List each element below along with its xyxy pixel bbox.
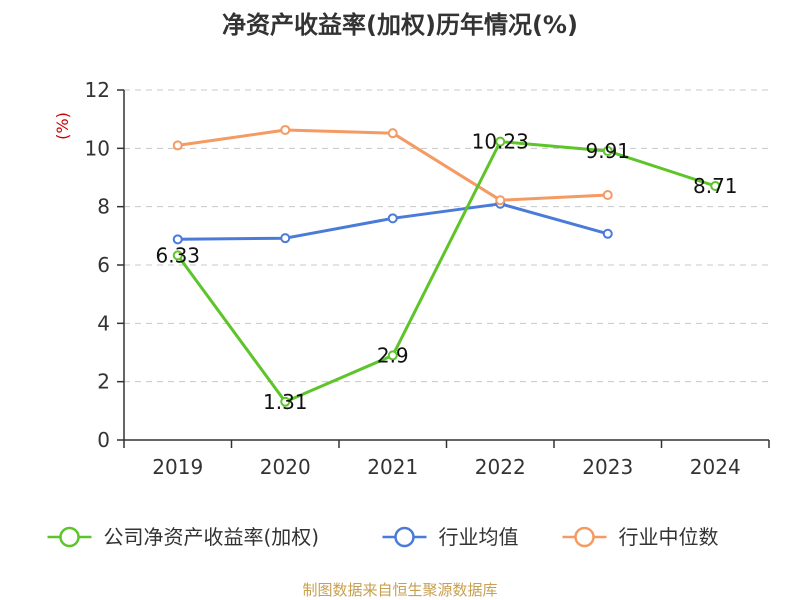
y-tick-label: 12 — [85, 78, 110, 102]
data-point — [387, 128, 398, 139]
legend-item: 行业均值 — [382, 525, 519, 549]
data-label: 1.31 — [263, 390, 308, 414]
legend-item: 公司净资产收益率(加权) — [47, 525, 320, 549]
data-point — [710, 180, 721, 191]
data-label: 10.23 — [472, 130, 529, 154]
legend-marker — [394, 526, 415, 548]
y-tick-label: 0 — [97, 428, 110, 452]
data-point — [495, 136, 506, 147]
data-point — [280, 233, 291, 244]
data-labels: 6.33 1.31 2.9 10.23 9.91 8.71 — [155, 130, 737, 414]
data-point — [280, 124, 291, 135]
data-label: 2.9 — [377, 343, 409, 367]
data-point — [495, 195, 506, 206]
x-tick-label: 2022 — [475, 455, 526, 479]
data-label: 6.33 — [155, 243, 200, 267]
y-tick-label: 4 — [97, 311, 110, 335]
grid-lines — [124, 89, 769, 383]
legend: 公司净资产收益率(加权) 行业均值 行业中位数 — [47, 525, 719, 549]
data-point — [602, 228, 613, 239]
series-lines — [172, 124, 721, 407]
legend-label: 公司净资产收益率(加权) — [104, 525, 320, 549]
y-tick-label: 2 — [97, 370, 110, 394]
x-tick-label: 2021 — [367, 455, 418, 479]
data-point — [602, 145, 613, 156]
data-label: 9.91 — [585, 139, 630, 163]
x-tick-label: 2020 — [260, 455, 311, 479]
legend-item: 行业中位数 — [562, 525, 719, 549]
data-point — [387, 350, 398, 361]
legend-label: 行业中位数 — [619, 525, 719, 549]
data-point — [172, 140, 183, 151]
y-tick-label: 10 — [85, 136, 110, 160]
y-axis-unit-label: (%) — [53, 112, 72, 140]
x-tick-label: 2019 — [152, 455, 203, 479]
axis-ticks: 0 2 4 6 8 10 12 2019 2020 2021 2022 2023 2024 — [85, 78, 770, 479]
data-point — [387, 213, 398, 224]
data-point — [172, 234, 183, 245]
y-tick-label: 8 — [97, 195, 110, 219]
data-point — [602, 190, 613, 200]
data-label: 8.71 — [693, 174, 738, 198]
legend-marker — [59, 526, 80, 548]
x-tick-label: 2023 — [582, 455, 633, 479]
series-line-0 — [176, 140, 717, 404]
legend-marker — [574, 526, 595, 548]
source-note: 制图数据来自恒生聚源数据库 — [302, 581, 497, 599]
chart-title: 净资产收益率(加权)历年情况(%) — [222, 11, 578, 39]
series-line-2 — [176, 128, 610, 202]
data-point — [280, 396, 291, 407]
y-tick-label: 6 — [97, 253, 110, 277]
data-point — [172, 250, 183, 261]
legend-label: 行业均值 — [439, 525, 519, 549]
x-tick-label: 2024 — [690, 455, 741, 479]
